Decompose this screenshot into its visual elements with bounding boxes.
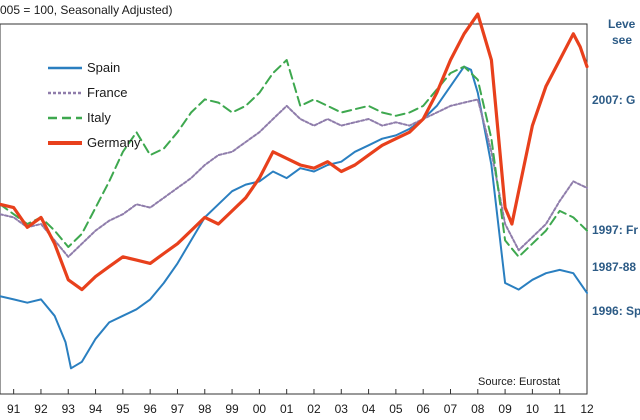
series-line-italy (0, 59, 588, 258)
side-heading-line-1: Leve (608, 17, 636, 31)
series-line-france (0, 98, 588, 258)
x-tick-label: 05 (389, 402, 403, 416)
x-tick-label: 03 (335, 402, 349, 416)
x-tick-label: 97 (171, 402, 185, 416)
side-annotation-france: 1997: Fr (592, 223, 638, 237)
legend-label-spain: Spain (87, 60, 120, 75)
side-annotations: 2007: G 1997: Fr 1987-88 1996: Sp (592, 93, 640, 318)
side-annotation-spain: 1996: Sp (592, 304, 640, 318)
side-annotation-italy: 1987-88 (592, 260, 636, 274)
x-tick-label: 09 (498, 402, 512, 416)
legend-label-italy: Italy (87, 110, 111, 125)
x-tick-label: 95 (116, 402, 130, 416)
x-tick-label: 07 (444, 402, 458, 416)
x-tick-label: 92 (34, 402, 48, 416)
x-tick-label: 08 (471, 402, 485, 416)
source-label: Source: Eurostat (478, 376, 560, 388)
side-annotation-germany: 2007: G (592, 93, 635, 107)
x-tick-label: 12 (580, 402, 594, 416)
chart-subtitle: 005 = 100, Seasonally Adjusted) (0, 3, 172, 17)
x-tick-label: 98 (198, 402, 212, 416)
x-tick-label: 94 (89, 402, 103, 416)
series-line-germany (0, 12, 589, 292)
x-tick-label: 04 (362, 402, 376, 416)
x-tick-label: 99 (225, 402, 239, 416)
series-layer (0, 12, 589, 370)
x-tick-label: 96 (143, 402, 157, 416)
x-axis: 91 92 93 94 95 96 97 98 99 00 01 02 03 04 05 06 07 08 09 10… (7, 389, 594, 416)
x-tick-label: 11 (553, 402, 566, 416)
legend-label-france: France (87, 85, 127, 100)
x-tick-label: 02 (307, 402, 321, 416)
side-heading: Leve see (608, 17, 636, 47)
plot-frame (0, 23, 588, 395)
side-heading-line-2: see (612, 33, 632, 47)
legend-label-germany: Germany (87, 135, 141, 150)
legend: Spain France Italy Germany (48, 60, 141, 150)
x-tick-label: 10 (526, 402, 540, 416)
x-tick-label: 93 (62, 402, 76, 416)
x-tick-label: 91 (7, 402, 21, 416)
x-tick-label: 00 (253, 402, 267, 416)
x-tick-label: 06 (417, 402, 431, 416)
x-tick-label: 01 (280, 402, 294, 416)
